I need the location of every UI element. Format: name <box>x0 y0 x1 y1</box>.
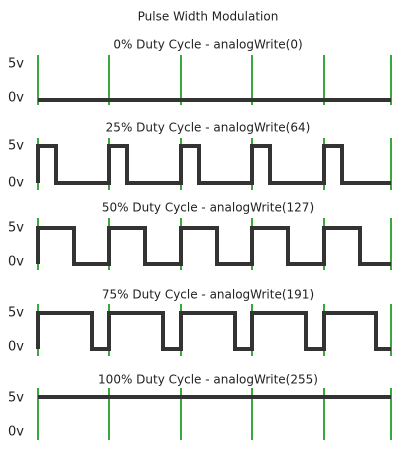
low-label: 0v <box>8 340 24 355</box>
high-label: 5v <box>8 306 24 321</box>
low-label: 0v <box>8 425 24 440</box>
panel-label: 75% Duty Cycle - analogWrite(191) <box>102 288 314 302</box>
high-label: 5v <box>8 139 24 154</box>
waveform <box>36 144 391 185</box>
title: Pulse Width Modulation <box>138 10 279 24</box>
panel-label: 100% Duty Cycle - analogWrite(255) <box>98 373 318 387</box>
low-label: 0v <box>8 176 24 191</box>
waveform <box>36 226 391 266</box>
waveform <box>36 311 391 351</box>
panel-label: 0% Duty Cycle - analogWrite(0) <box>113 38 302 52</box>
high-label: 5v <box>8 221 24 236</box>
low-label: 0v <box>8 91 24 106</box>
panel-label: 50% Duty Cycle - analogWrite(127) <box>102 201 314 215</box>
high-label: 5v <box>8 391 24 406</box>
panel-label: 25% Duty Cycle - analogWrite(64) <box>106 121 311 135</box>
low-label: 0v <box>8 255 24 270</box>
high-label: 5v <box>8 57 24 72</box>
